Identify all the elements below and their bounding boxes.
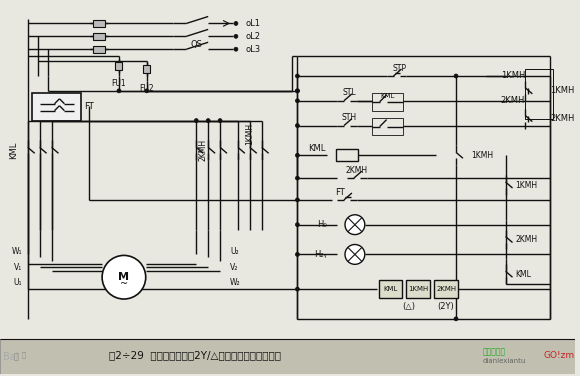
Bar bbox=[407, 280, 430, 298]
Circle shape bbox=[295, 74, 299, 78]
Circle shape bbox=[295, 124, 299, 127]
Text: 1KMH: 1KMH bbox=[550, 86, 575, 96]
Text: oL2: oL2 bbox=[246, 32, 261, 41]
Bar bbox=[143, 65, 150, 73]
Circle shape bbox=[454, 317, 458, 321]
Text: KML: KML bbox=[516, 270, 531, 279]
Text: 1KMH: 1KMH bbox=[516, 180, 538, 190]
Text: H₀: H₀ bbox=[317, 220, 327, 229]
Text: ~: ~ bbox=[120, 279, 128, 289]
Text: V₂: V₂ bbox=[230, 263, 238, 272]
Text: 2KMH: 2KMH bbox=[550, 114, 575, 123]
Bar bbox=[93, 20, 105, 27]
Text: 2KMH: 2KMH bbox=[346, 166, 368, 175]
Circle shape bbox=[295, 223, 299, 227]
Bar bbox=[93, 33, 105, 40]
Circle shape bbox=[345, 215, 365, 235]
Circle shape bbox=[295, 176, 299, 180]
Text: 1KMH: 1KMH bbox=[501, 71, 525, 80]
Circle shape bbox=[295, 252, 299, 256]
Bar bbox=[372, 118, 404, 135]
Text: V₁: V₁ bbox=[13, 263, 22, 272]
Bar bbox=[434, 280, 458, 298]
Circle shape bbox=[295, 99, 299, 103]
Text: H₂ᵧ: H₂ᵧ bbox=[314, 250, 327, 259]
Text: FU1: FU1 bbox=[111, 79, 126, 88]
Circle shape bbox=[234, 34, 238, 38]
Text: 知: 知 bbox=[14, 352, 19, 361]
Text: 图2÷29  三相电动机双速2Y/△接法带指示灯调速电路: 图2÷29 三相电动机双速2Y/△接法带指示灯调速电路 bbox=[109, 350, 281, 361]
Text: KML: KML bbox=[383, 286, 398, 292]
Text: oL3: oL3 bbox=[246, 45, 261, 54]
Text: STH: STH bbox=[342, 113, 357, 122]
Bar bbox=[336, 149, 358, 161]
Text: U₂: U₂ bbox=[230, 247, 238, 256]
Text: 2KMH: 2KMH bbox=[436, 286, 456, 292]
Text: 1KMH: 1KMH bbox=[245, 123, 254, 144]
Text: FT: FT bbox=[335, 188, 345, 197]
Circle shape bbox=[345, 244, 365, 264]
Text: 道: 道 bbox=[22, 351, 26, 358]
Text: dianlexiantu: dianlexiantu bbox=[483, 358, 526, 364]
Bar bbox=[372, 93, 404, 111]
Text: 2KMH: 2KMH bbox=[501, 96, 525, 105]
Bar bbox=[0, 339, 575, 374]
Text: FU2: FU2 bbox=[139, 84, 154, 93]
Circle shape bbox=[218, 118, 222, 123]
Text: (2Y): (2Y) bbox=[438, 302, 455, 311]
Text: M: M bbox=[118, 272, 129, 282]
Text: QS: QS bbox=[190, 40, 202, 49]
Text: 2KMH: 2KMH bbox=[516, 235, 538, 244]
Text: FT: FT bbox=[84, 102, 94, 111]
Text: 电工接线图: 电工接线图 bbox=[483, 347, 506, 356]
Bar bbox=[379, 280, 403, 298]
Circle shape bbox=[454, 74, 458, 78]
Text: (△): (△) bbox=[402, 302, 415, 311]
Circle shape bbox=[295, 287, 299, 291]
Circle shape bbox=[145, 89, 148, 93]
Bar bbox=[93, 46, 105, 53]
Bar bbox=[0, 339, 575, 374]
Circle shape bbox=[295, 89, 299, 93]
Circle shape bbox=[234, 47, 238, 51]
Text: KML: KML bbox=[309, 144, 326, 153]
Text: KML: KML bbox=[9, 142, 19, 159]
Text: oL1: oL1 bbox=[246, 19, 261, 28]
Circle shape bbox=[295, 198, 299, 202]
Text: W₁: W₁ bbox=[11, 247, 22, 256]
Circle shape bbox=[295, 89, 299, 93]
Text: STL: STL bbox=[342, 88, 356, 97]
Bar bbox=[32, 93, 81, 121]
Circle shape bbox=[206, 118, 210, 123]
Circle shape bbox=[194, 118, 198, 123]
Text: KML: KML bbox=[380, 93, 395, 99]
Text: STP: STP bbox=[393, 64, 407, 73]
Circle shape bbox=[295, 153, 299, 157]
Circle shape bbox=[117, 89, 121, 93]
Bar bbox=[115, 62, 122, 70]
Bar bbox=[525, 69, 553, 118]
Text: GO!zm: GO!zm bbox=[543, 351, 574, 360]
Circle shape bbox=[234, 21, 238, 26]
Text: W₂: W₂ bbox=[230, 277, 241, 287]
Text: 2KMH: 2KMH bbox=[199, 139, 208, 161]
Text: 1KMH: 1KMH bbox=[471, 151, 493, 160]
Text: Bai: Bai bbox=[3, 352, 19, 362]
Text: U₁: U₁ bbox=[13, 277, 22, 287]
Circle shape bbox=[102, 255, 146, 299]
Text: 1KMH: 1KMH bbox=[408, 286, 429, 292]
